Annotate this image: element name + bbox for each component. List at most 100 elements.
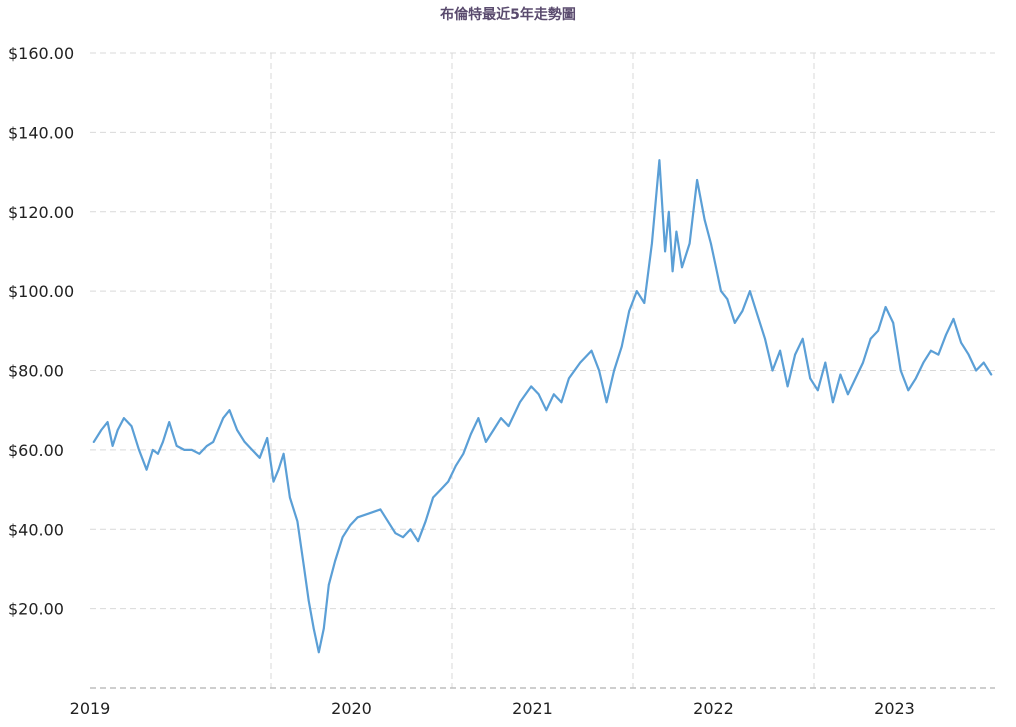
data-point xyxy=(671,270,674,273)
data-point xyxy=(688,242,691,245)
data-point xyxy=(258,456,261,459)
data-point xyxy=(454,464,457,467)
data-point xyxy=(749,290,751,292)
y-tick-label: $100.00 xyxy=(8,282,74,301)
data-point xyxy=(349,524,352,527)
data-point xyxy=(733,322,736,324)
data-point xyxy=(832,401,834,404)
data-point xyxy=(356,516,359,519)
data-point xyxy=(409,528,412,531)
data-point xyxy=(568,377,570,380)
data-point xyxy=(206,445,208,447)
data-point xyxy=(92,441,95,443)
data-point xyxy=(341,536,344,539)
data-point xyxy=(296,520,299,523)
data-point xyxy=(327,583,330,586)
data-point xyxy=(967,353,970,356)
data-point xyxy=(302,564,305,566)
data-point xyxy=(307,599,310,602)
data-point xyxy=(960,341,962,344)
data-point xyxy=(312,627,315,630)
data-point xyxy=(847,393,849,396)
data-point xyxy=(794,353,796,356)
data-point xyxy=(635,290,638,292)
data-point xyxy=(402,536,404,539)
data-point xyxy=(368,512,370,515)
data-point xyxy=(741,310,744,312)
data-point xyxy=(658,159,661,162)
y-tick-label: $20.00 xyxy=(8,600,64,619)
data-point xyxy=(277,468,280,471)
data-point xyxy=(643,302,646,304)
data-point xyxy=(605,401,608,404)
data-point xyxy=(151,449,154,451)
data-point xyxy=(537,393,540,396)
data-point xyxy=(945,333,947,336)
data-point xyxy=(417,540,419,543)
data-point xyxy=(447,480,450,483)
data-point xyxy=(190,449,193,451)
x-tick-label: 2022 xyxy=(693,699,734,718)
data-point xyxy=(664,250,666,253)
data-point xyxy=(703,218,706,221)
data-point xyxy=(975,369,977,372)
data-point xyxy=(394,532,397,535)
data-point xyxy=(130,425,133,427)
data-point xyxy=(492,429,495,431)
y-tick-label: $40.00 xyxy=(8,520,64,539)
data-point xyxy=(990,373,993,376)
data-point xyxy=(545,409,548,412)
data-point xyxy=(217,429,220,431)
data-point xyxy=(809,377,812,380)
data-point xyxy=(272,480,275,483)
data-point xyxy=(145,468,148,471)
data-point xyxy=(726,298,729,300)
data-point xyxy=(519,401,521,404)
price-line xyxy=(92,159,993,654)
data-point xyxy=(111,445,114,447)
data-point xyxy=(579,361,582,364)
data-point xyxy=(862,361,864,364)
data-point xyxy=(379,508,382,511)
data-point xyxy=(507,425,510,427)
chart-title: 布倫特最近5年走勢圖 xyxy=(440,7,576,23)
data-point xyxy=(914,377,917,380)
y-tick-label: $140.00 xyxy=(8,123,74,142)
data-point xyxy=(289,496,291,499)
data-point xyxy=(157,452,159,455)
data-point xyxy=(877,329,879,332)
data-point xyxy=(500,417,502,419)
data-point xyxy=(620,345,623,348)
data-point xyxy=(907,389,910,392)
data-point xyxy=(322,627,325,630)
data-point xyxy=(251,449,254,451)
data-point xyxy=(628,310,631,312)
x-tick-label: 2019 xyxy=(70,699,111,718)
data-point xyxy=(869,337,872,340)
data-point xyxy=(590,349,593,352)
series-layer xyxy=(92,159,993,654)
x-tick-label: 2023 xyxy=(874,699,915,718)
data-point xyxy=(715,266,717,269)
data-point xyxy=(462,452,465,455)
data-point xyxy=(138,449,140,451)
data-point xyxy=(243,441,246,443)
data-point xyxy=(228,409,231,412)
data-point xyxy=(168,421,171,423)
data-point xyxy=(106,421,109,423)
y-tick-label: $80.00 xyxy=(8,362,64,381)
data-point xyxy=(982,361,985,364)
data-point xyxy=(439,488,442,491)
data-point xyxy=(282,452,285,455)
x-tick-label: 2021 xyxy=(512,699,553,718)
data-point xyxy=(892,322,895,324)
data-point xyxy=(824,361,827,364)
grid-lines xyxy=(90,52,995,688)
data-point xyxy=(779,349,781,352)
data-point xyxy=(183,449,186,451)
data-point xyxy=(756,314,759,316)
y-tick-label: $60.00 xyxy=(8,441,64,460)
data-point xyxy=(100,429,103,431)
